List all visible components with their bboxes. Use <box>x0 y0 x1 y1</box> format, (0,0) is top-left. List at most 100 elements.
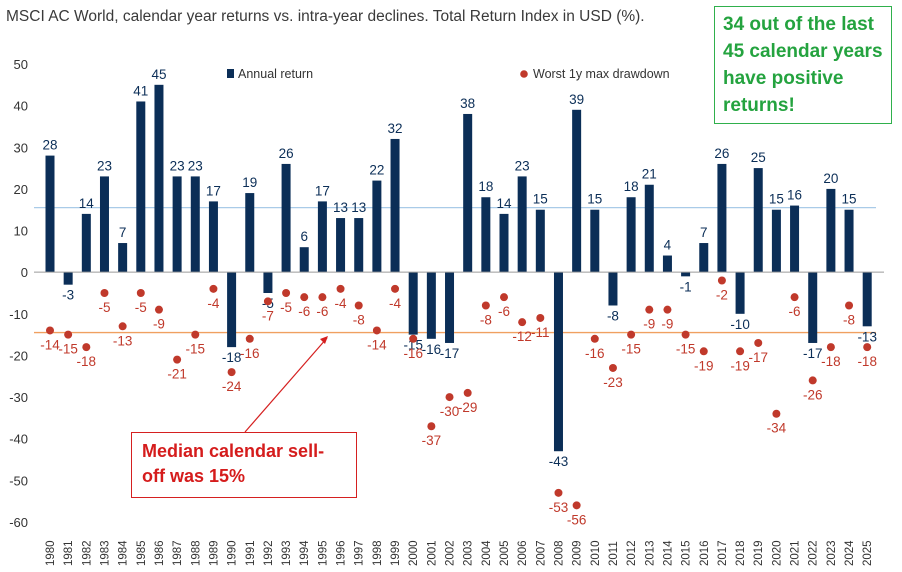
bar-label: -17 <box>803 346 823 361</box>
drawdown-label: -6 <box>316 304 328 319</box>
drawdown-point <box>845 301 854 310</box>
drawdown-label: -12 <box>512 329 532 344</box>
x-tick-label: 1989 <box>208 540 220 566</box>
drawdown-point <box>463 388 472 397</box>
drawdown-point <box>209 284 218 293</box>
x-tick-label: 1983 <box>99 540 111 566</box>
bar-series: 28-3142374145232317-1819-52661713132232-… <box>42 67 876 469</box>
drawdown-label: -16 <box>403 346 423 361</box>
bar <box>245 193 255 273</box>
x-tick-label: 1985 <box>136 540 148 566</box>
x-tick-label: 2008 <box>553 540 565 566</box>
drawdown-point <box>736 347 745 356</box>
x-tick-label: 2001 <box>426 540 438 566</box>
bar-label: -3 <box>62 288 74 303</box>
drawdown-point <box>391 284 400 293</box>
bar <box>118 243 128 273</box>
bar <box>753 168 763 273</box>
drawdown-point <box>46 326 54 335</box>
bar <box>336 218 346 273</box>
y-tick-label: -60 <box>9 515 28 530</box>
drawdown-label: -2 <box>716 288 728 303</box>
bar-label: -8 <box>607 308 619 323</box>
y-tick-label: 40 <box>14 99 28 114</box>
x-tick-label: 1990 <box>227 540 239 566</box>
drawdown-point <box>173 355 182 364</box>
y-tick-label: -10 <box>9 307 28 322</box>
x-tick-label: 2003 <box>463 540 475 566</box>
drawdown-point <box>572 501 581 510</box>
bar <box>463 113 473 273</box>
bar <box>862 272 872 327</box>
drawdown-label: -34 <box>767 421 787 436</box>
drawdown-point <box>82 343 91 352</box>
bar <box>408 272 418 335</box>
x-tick-label: 1993 <box>281 540 293 566</box>
x-tick-label: 2023 <box>826 540 838 566</box>
bar-label: 32 <box>388 121 403 136</box>
bar <box>790 205 800 273</box>
drawdown-point <box>500 293 508 302</box>
bar-label: 14 <box>496 196 512 211</box>
bar-label: -1 <box>680 279 692 294</box>
y-tick-label: 0 <box>21 265 28 280</box>
bar <box>190 176 200 273</box>
drawdown-label: -15 <box>58 342 78 357</box>
bar-label: 21 <box>642 167 657 182</box>
drawdown-label: -56 <box>567 512 587 527</box>
bar <box>608 272 618 306</box>
callout-arrow-head <box>320 336 328 344</box>
x-tick-label: 2018 <box>735 540 747 566</box>
bar <box>662 255 672 273</box>
drawdown-point <box>518 318 527 327</box>
bar-label: 23 <box>170 158 185 173</box>
bar <box>99 176 109 273</box>
drawdown-label: -19 <box>730 358 750 373</box>
x-tick-label: 2017 <box>717 540 729 566</box>
drawdown-point <box>772 409 781 418</box>
bar-label: 16 <box>787 188 802 203</box>
drawdown-label: -16 <box>240 346 260 361</box>
y-tick-label: -40 <box>9 432 28 447</box>
drawdown-point <box>154 305 163 314</box>
bar-label: 38 <box>460 96 475 111</box>
bar-label: 19 <box>242 175 257 190</box>
drawdown-label: -15 <box>676 342 696 357</box>
drawdown-label: -9 <box>661 317 673 332</box>
drawdown-point <box>863 343 872 352</box>
drawdown-point <box>608 363 617 372</box>
bar-label: -17 <box>440 346 460 361</box>
bar-label: 4 <box>664 238 672 253</box>
x-tick-label: 2024 <box>844 540 856 566</box>
drawdown-point <box>191 330 200 339</box>
bar <box>81 213 91 273</box>
x-tick-label: 1998 <box>372 540 384 566</box>
drawdown-point <box>645 305 654 314</box>
drawdown-label: -4 <box>335 296 347 311</box>
x-tick-label: 2007 <box>535 540 547 566</box>
drawdown-label: -19 <box>694 358 714 373</box>
drawdown-label: -8 <box>843 312 855 327</box>
drawdown-label: -8 <box>353 312 365 327</box>
bar <box>317 201 327 273</box>
drawdown-point <box>245 334 254 343</box>
bar <box>45 155 55 273</box>
bar <box>735 272 745 314</box>
x-tick-label: 2010 <box>590 540 602 566</box>
y-tick-label: -50 <box>9 473 28 488</box>
drawdown-point <box>481 301 490 310</box>
y-tick-label: -20 <box>9 348 28 363</box>
bar <box>154 84 164 273</box>
drawdown-point <box>790 293 799 302</box>
drawdown-label: -5 <box>98 300 110 315</box>
bar-label: 20 <box>823 171 838 186</box>
y-tick-label: 10 <box>14 224 28 239</box>
x-tick-label: 1987 <box>172 540 184 566</box>
bar <box>281 163 291 273</box>
drawdown-point <box>409 334 418 343</box>
bar-label: 17 <box>315 183 330 198</box>
drawdown-label: -18 <box>821 354 841 369</box>
drawdown-point <box>227 368 236 377</box>
drawdown-label: -7 <box>262 308 274 323</box>
